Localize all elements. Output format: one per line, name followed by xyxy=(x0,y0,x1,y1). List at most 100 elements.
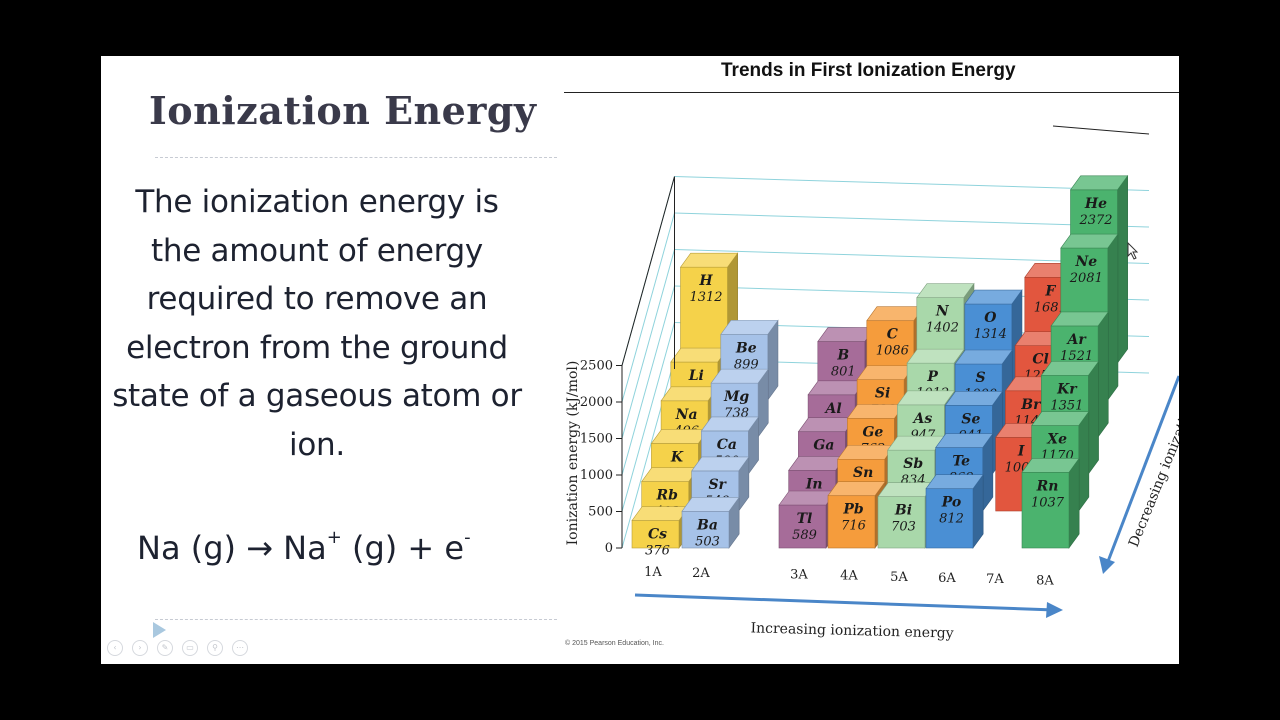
bar-side xyxy=(1107,233,1119,401)
pen-icon[interactable]: ✎ xyxy=(157,640,173,656)
bar-top xyxy=(778,490,837,506)
y-tick-label: 1500 xyxy=(580,432,613,447)
element-symbol: Po xyxy=(941,495,962,511)
element-value: 2372 xyxy=(1078,213,1112,228)
bar-front xyxy=(827,495,876,549)
element-value: 812 xyxy=(939,512,964,527)
increasing-arrowhead xyxy=(1046,602,1063,618)
bar-top xyxy=(679,252,739,268)
footer-divider xyxy=(155,619,557,620)
element-symbol: Be xyxy=(735,340,757,356)
element-symbol: As xyxy=(912,411,933,427)
element-value: 1351 xyxy=(1050,398,1083,413)
more-icon[interactable]: ⋯ xyxy=(232,640,248,656)
bar-front xyxy=(681,510,730,549)
description-line: required to remove an xyxy=(146,281,488,317)
element-symbol: Ar xyxy=(1065,332,1087,348)
description-text: The ionization energy is the amount of e… xyxy=(101,178,533,469)
bar-side xyxy=(1088,360,1099,475)
element-symbol: C xyxy=(887,327,898,343)
bar-top xyxy=(935,433,994,448)
element-value: 703 xyxy=(891,520,916,535)
mouse-cursor-icon xyxy=(1127,242,1139,260)
element-symbol: F xyxy=(1044,283,1056,299)
bar-top xyxy=(788,455,847,471)
element-symbol: Ca xyxy=(717,437,737,453)
bar-side xyxy=(1078,410,1090,512)
ionization-energy-chart: H1312He2372Li520Be899B801C1086N1402O1314… xyxy=(565,125,1179,642)
bar-top xyxy=(1031,411,1090,426)
previous-icon[interactable]: ‹ xyxy=(107,640,123,656)
grid-line xyxy=(674,212,1150,228)
equation-ion: Na xyxy=(283,529,327,567)
bar-top xyxy=(856,365,915,380)
grid-rung xyxy=(621,249,675,439)
bar-top xyxy=(827,481,886,497)
element-symbol: Br xyxy=(1020,397,1042,413)
equation-electron: e xyxy=(444,529,465,567)
bar-front xyxy=(877,496,926,549)
bar-top xyxy=(906,348,965,364)
slide: Ionization Energy The ionization energy … xyxy=(101,56,1179,664)
description-line: ion. xyxy=(289,426,345,463)
group-label: 4A xyxy=(840,569,858,584)
bar-top xyxy=(700,416,760,432)
electron-charge: - xyxy=(464,527,471,548)
bar-top xyxy=(817,327,876,342)
bar-top xyxy=(660,386,719,402)
zoom-icon[interactable]: ⚲ xyxy=(207,640,223,656)
element-symbol: Li xyxy=(688,368,704,384)
element-symbol: Te xyxy=(952,454,970,470)
bar-top xyxy=(650,429,710,444)
element-symbol: In xyxy=(805,476,823,492)
element-symbol: Rb xyxy=(655,488,678,504)
bar-top xyxy=(1069,175,1129,191)
back-top-edge xyxy=(1052,125,1150,135)
copyright-text: © 2015 Pearson Education, Inc. xyxy=(565,640,664,647)
element-symbol: Ga xyxy=(813,438,834,454)
element-symbol: Ne xyxy=(1074,254,1097,270)
element-value: 899 xyxy=(734,357,759,372)
description-line: The ionization energy is xyxy=(135,184,499,220)
bar-front xyxy=(680,266,728,364)
figure-title: Trends in First Ionization Energy xyxy=(721,60,1016,81)
bar-top xyxy=(837,444,896,460)
element-symbol: Sb xyxy=(903,456,923,472)
y-tick-label: 500 xyxy=(588,505,613,520)
slide-title: Ionization Energy xyxy=(149,88,537,133)
element-symbol: S xyxy=(976,370,986,386)
slides-icon[interactable]: ▭ xyxy=(182,640,198,656)
element-value: 1086 xyxy=(876,344,909,359)
grid-rung xyxy=(621,322,675,512)
element-symbol: Cl xyxy=(1032,352,1048,368)
element-value: 1037 xyxy=(1031,495,1065,510)
ionization-equation: Na (g) → Na+ (g) + e- xyxy=(137,527,471,567)
element-symbol: I xyxy=(1017,443,1025,459)
element-symbol: B xyxy=(836,348,849,364)
grid-rung xyxy=(621,212,675,403)
grid-rung xyxy=(621,358,675,549)
bar-top xyxy=(896,390,956,406)
element-symbol: K xyxy=(670,449,684,465)
description-line: electron from the ground xyxy=(126,329,508,366)
bar-top xyxy=(1060,233,1119,249)
element-symbol: Xe xyxy=(1046,432,1067,448)
bar-top xyxy=(954,349,1013,365)
bar-top xyxy=(797,417,857,433)
element-symbol: N xyxy=(935,304,950,320)
grid-line xyxy=(674,176,1150,191)
bar-top xyxy=(916,283,975,298)
group-label: 2A xyxy=(692,566,710,581)
play-icon[interactable] xyxy=(153,622,166,638)
bar-side xyxy=(1068,457,1080,549)
next-icon[interactable]: › xyxy=(132,640,148,656)
group-label: 3A xyxy=(790,567,808,582)
increasing-arrow xyxy=(634,593,1056,612)
element-symbol: Si xyxy=(875,386,890,402)
element-symbol: Ba xyxy=(696,517,718,533)
